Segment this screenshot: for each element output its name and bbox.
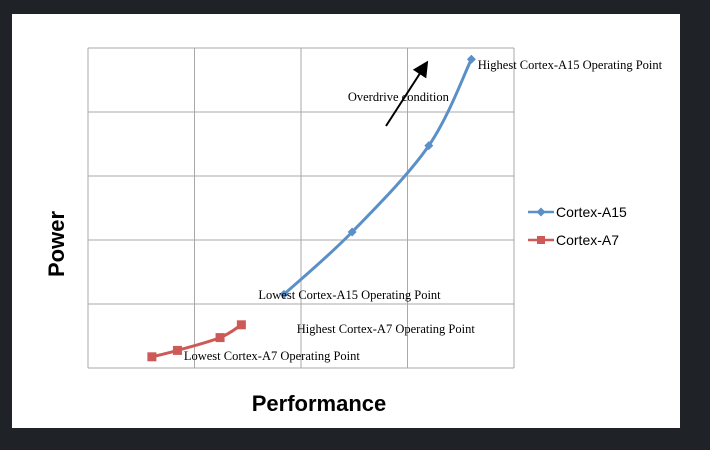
data-point-cortex-a15 bbox=[279, 289, 289, 299]
overdrive-arrow bbox=[385, 60, 429, 127]
x-axis-label: Performance bbox=[252, 391, 387, 416]
legend-item-cortex-a7: Cortex-A7 bbox=[528, 232, 619, 248]
annotation-label: Highest Cortex-A15 Operating Point bbox=[478, 58, 663, 72]
data-point-cortex-a15 bbox=[466, 54, 476, 64]
legend-marker-cortex-a15 bbox=[536, 207, 546, 217]
legend-label-cortex-a7: Cortex-A7 bbox=[556, 232, 619, 248]
legend: Cortex-A15 Cortex-A7 bbox=[528, 204, 627, 248]
chart-canvas: Highest Cortex-A15 Operating Point Lowest… bbox=[44, 47, 663, 416]
data-point-cortex-a7 bbox=[236, 320, 246, 330]
legend-item-cortex-a15: Cortex-A15 bbox=[528, 204, 627, 220]
annotation-label: Highest Cortex-A7 Operating Point bbox=[297, 322, 476, 336]
chart-figure: Highest Cortex-A15 Operating Point Lowest… bbox=[12, 14, 680, 428]
series-line-cortex-a7 bbox=[151, 323, 243, 359]
data-point-cortex-a7 bbox=[215, 333, 225, 343]
legend-marker-cortex-a7 bbox=[537, 236, 545, 244]
data-point-cortex-a15 bbox=[424, 141, 434, 151]
data-point-cortex-a15 bbox=[347, 227, 357, 237]
series-line-cortex-a15 bbox=[282, 58, 473, 296]
annotation-label: Lowest Cortex-A7 Operating Point bbox=[184, 349, 361, 363]
plot-series bbox=[147, 54, 476, 362]
legend-label-cortex-a15: Cortex-A15 bbox=[556, 204, 627, 220]
plot-grid bbox=[87, 47, 515, 369]
data-point-cortex-a7 bbox=[147, 352, 157, 362]
plot-annotations: Highest Cortex-A15 Operating Point Lowest… bbox=[184, 58, 663, 363]
y-axis-label: Power bbox=[44, 211, 69, 277]
annotation-label: Overdrive condition bbox=[348, 90, 450, 104]
data-point-cortex-a7 bbox=[172, 345, 182, 355]
annotation-label: Lowest Cortex-A15 Operating Point bbox=[258, 288, 441, 302]
